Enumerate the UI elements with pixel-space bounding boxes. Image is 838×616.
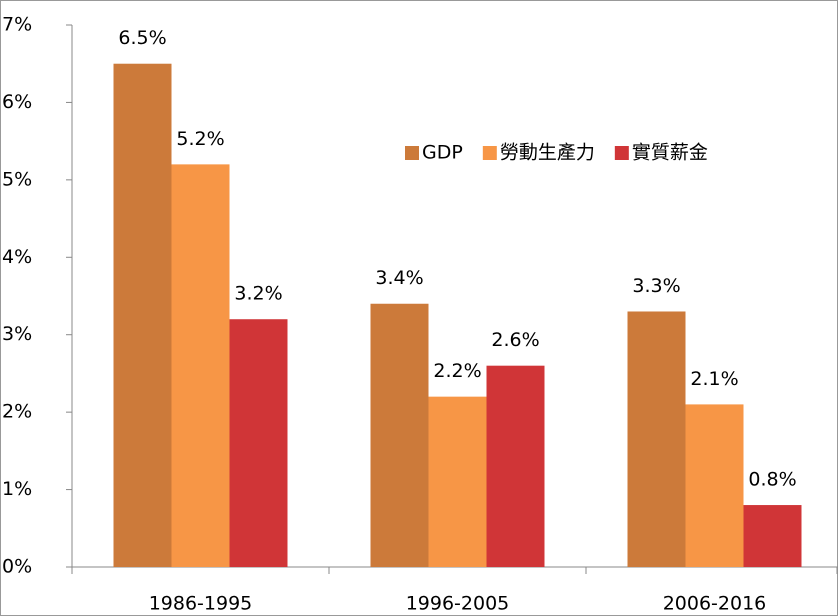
y-tick-label: 5%	[2, 168, 32, 190]
y-tick-label: 6%	[2, 91, 32, 113]
bar	[428, 396, 487, 567]
legend-swatch	[482, 146, 497, 160]
bar	[229, 319, 288, 567]
legend-swatch	[405, 146, 419, 160]
value-label: 0.8%	[748, 469, 796, 491]
bar	[743, 505, 802, 567]
bar	[486, 365, 545, 567]
x-tick-label: 1986-1995	[149, 593, 253, 615]
value-label: 6.5%	[118, 27, 166, 49]
bar	[370, 303, 429, 567]
value-label: 3.2%	[234, 283, 282, 305]
legend-label: GDP	[422, 142, 463, 164]
bar	[627, 311, 686, 567]
y-tick-label: 2%	[2, 401, 32, 423]
y-tick-label: 0%	[2, 556, 32, 578]
value-label: 3.4%	[375, 267, 423, 289]
x-tick-label: 2006-2016	[663, 593, 767, 615]
legend-label: 勞動生產力	[500, 142, 595, 164]
value-label: 2.6%	[491, 329, 539, 351]
bar	[685, 404, 744, 567]
value-label: 2.2%	[433, 360, 481, 382]
bar	[171, 164, 230, 567]
value-label: 2.1%	[690, 368, 738, 390]
x-tick-label: 1996-2005	[406, 593, 510, 615]
value-label: 5.2%	[176, 128, 224, 150]
legend-swatch	[614, 146, 629, 160]
y-tick-label: 3%	[2, 323, 32, 345]
bar	[113, 63, 172, 567]
legend-label: 實質薪金	[632, 142, 708, 164]
value-label: 3.3%	[632, 275, 680, 297]
y-tick-label: 1%	[2, 478, 32, 500]
y-tick-label: 7%	[2, 14, 32, 36]
y-tick-label: 4%	[2, 246, 32, 268]
